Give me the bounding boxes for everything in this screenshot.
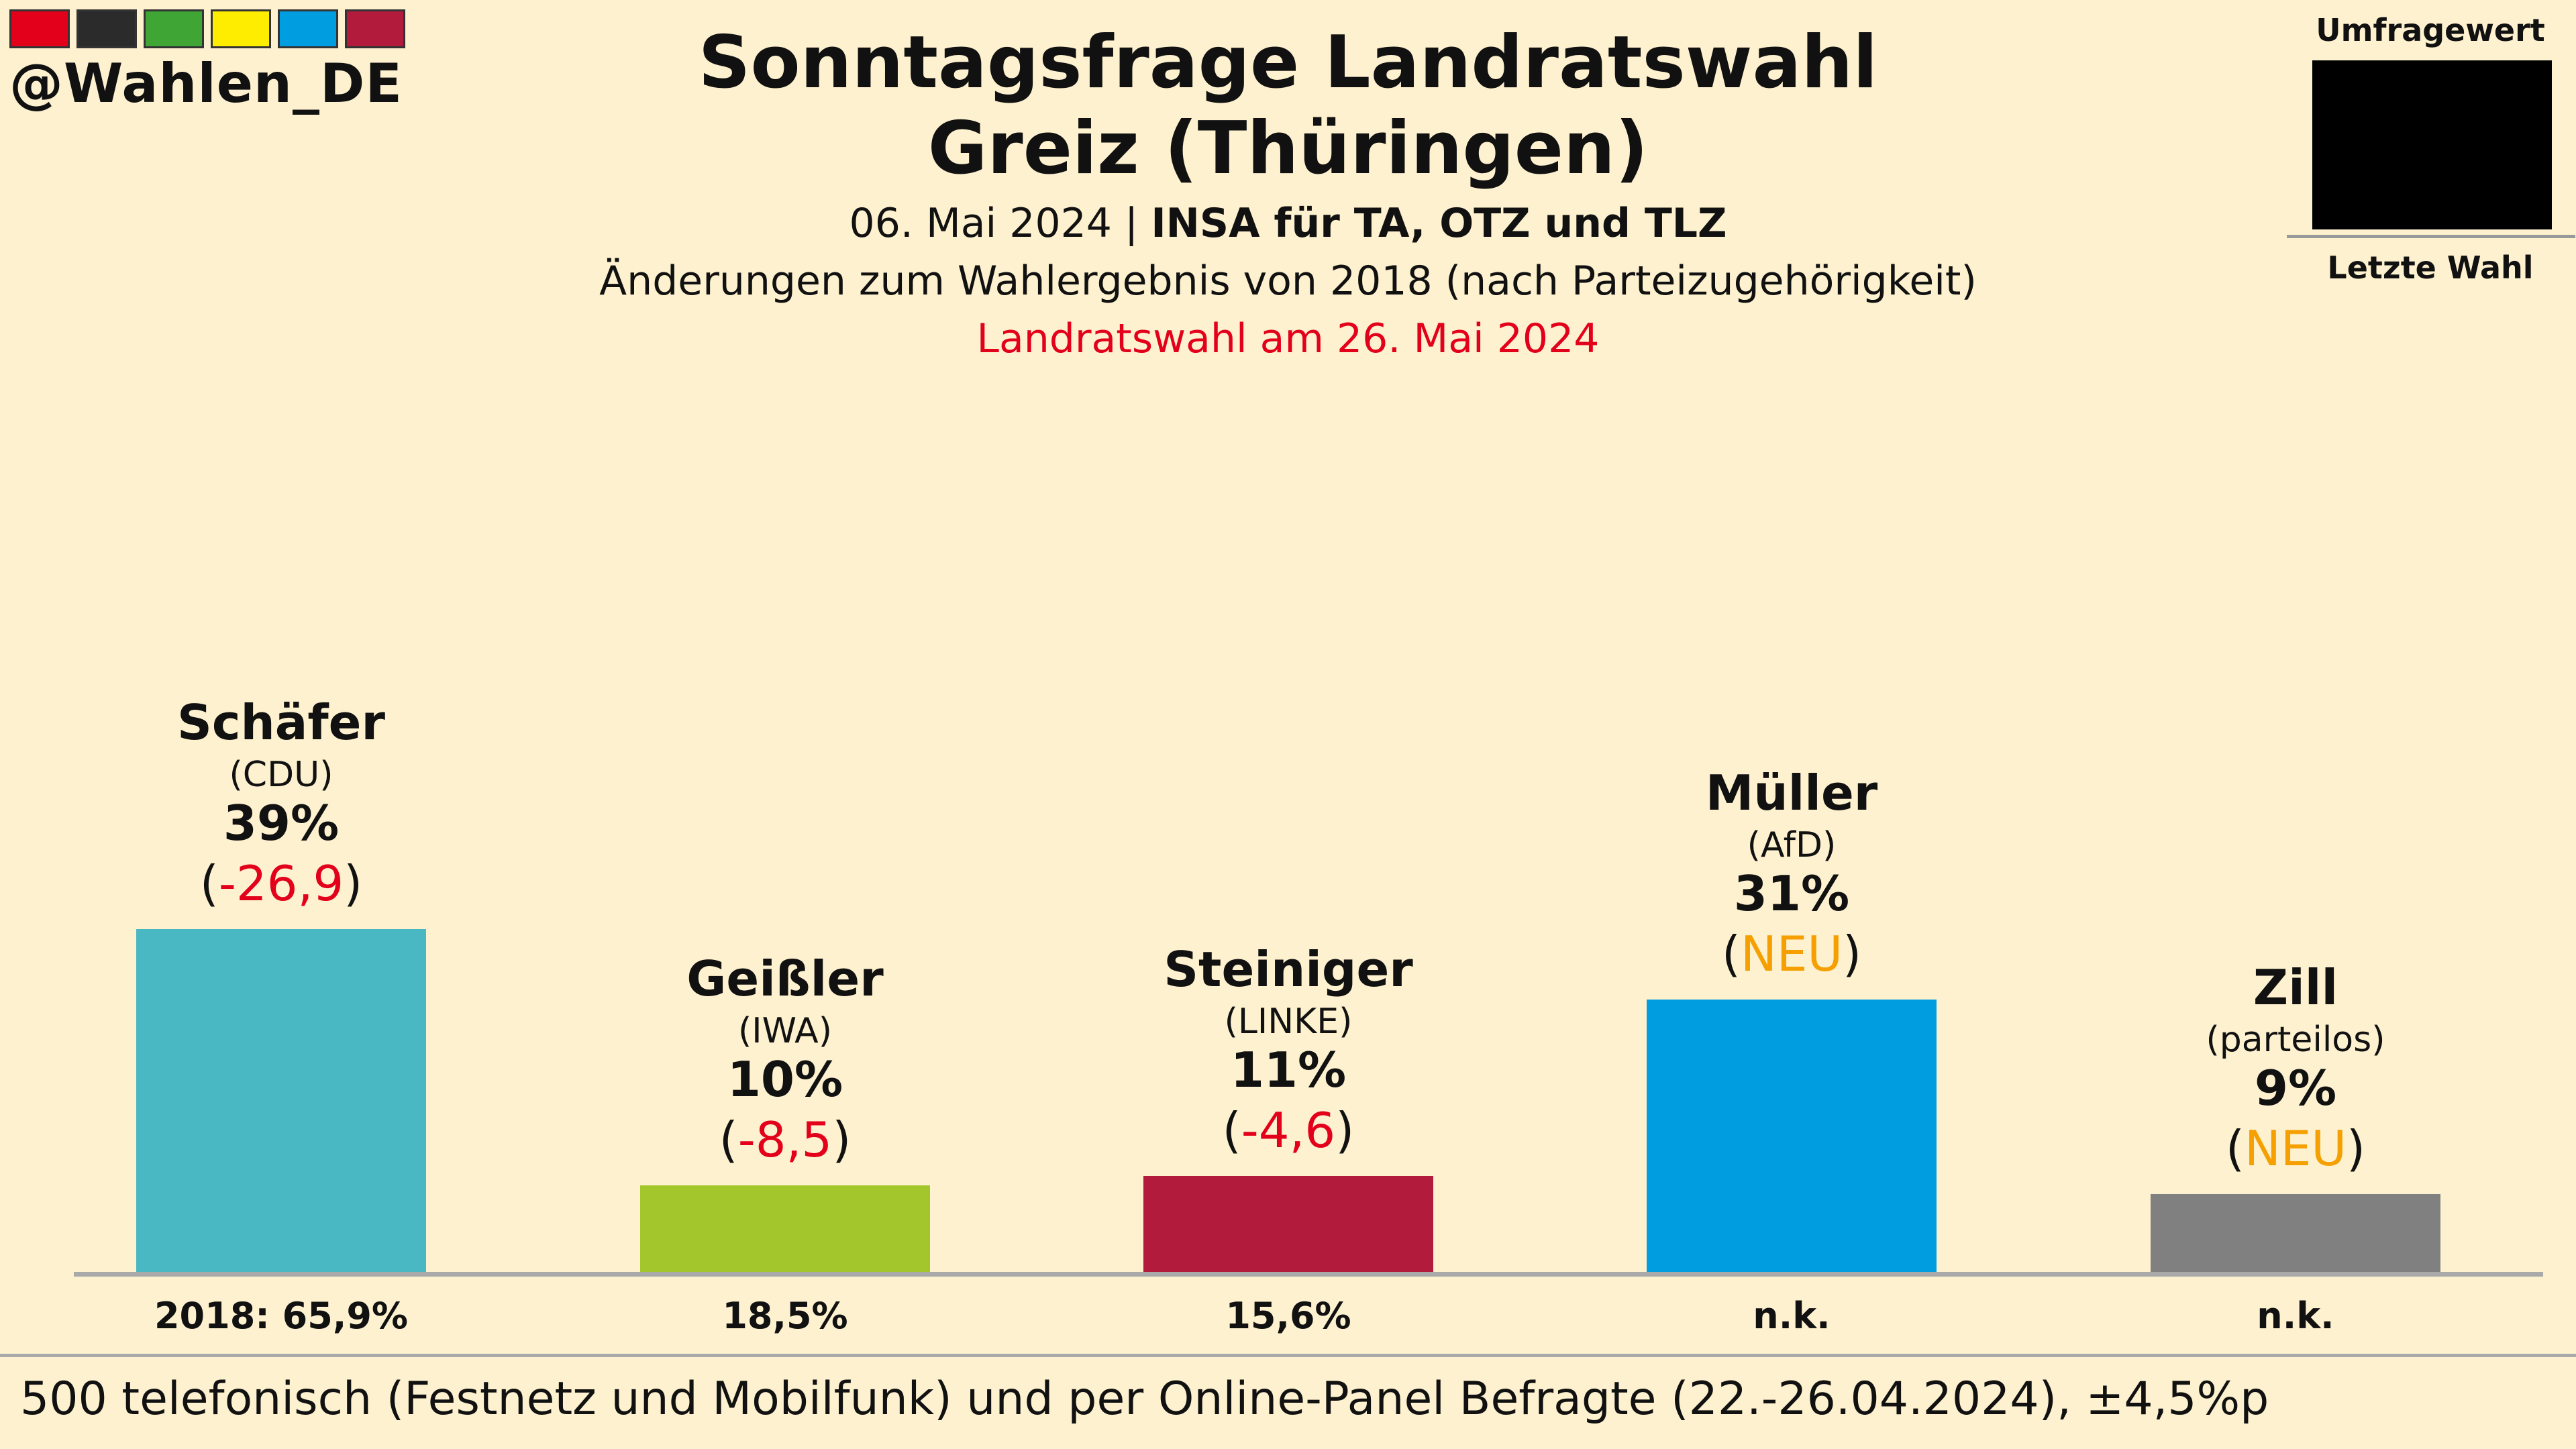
chart-title: Sonntagsfrage Landratswahl Greiz (Thürin… (0, 20, 2576, 192)
footer-divider (0, 1354, 2576, 1357)
methodology-note: 500 telefonisch (Festnetz und Mobilfunk)… (20, 1373, 2269, 1426)
flag-swatch (9, 9, 70, 48)
change-paren-open: ( (199, 855, 219, 912)
previous-result-label: 15,6% (1225, 1295, 1351, 1337)
previous-result-label: 2018: 65,9% (154, 1295, 409, 1337)
subtitle-date-institute: 06. Mai 2024 | INSA für TA, OTZ und TLZ (0, 200, 2576, 247)
change-label: (-4,6) (1087, 1102, 1490, 1159)
party-color-flags (9, 9, 405, 48)
change-value: -8,5 (737, 1111, 833, 1168)
title-line-1: Sonntagsfrage Landratswahl (698, 21, 1878, 105)
bar-schäfer (136, 929, 426, 1273)
change-paren-open: ( (1222, 1102, 1241, 1159)
bar-zill (2151, 1193, 2440, 1273)
change-value: -26,9 (218, 855, 344, 912)
change-value: -4,6 (1241, 1102, 1336, 1159)
subtitle-note: Änderungen zum Wahlergebnis von 2018 (na… (599, 258, 1977, 305)
election-date: Landratswahl am 26. Mai 2024 (976, 315, 1600, 362)
flag-swatch (278, 9, 338, 48)
twitter-handle: @Wahlen_DE (9, 52, 403, 115)
change-paren-close: ) (2347, 1120, 2366, 1177)
candidate-name: Zill (2253, 959, 2338, 1016)
change-label: (NEU) (2094, 1120, 2497, 1177)
bar-geißler (640, 1185, 930, 1273)
previous-result-label: 18,5% (722, 1295, 848, 1337)
candidate-name: Müller (1705, 765, 1878, 822)
bar-value-label: 31% (1733, 865, 1850, 922)
candidate-party: (parteilos) (2206, 1019, 2385, 1060)
flag-swatch (144, 9, 204, 48)
candidate-name: Steiniger (1164, 941, 1413, 998)
bar-müller (1647, 1000, 1937, 1273)
change-value: NEU (2244, 1120, 2347, 1177)
bar-value-label: 10% (727, 1051, 843, 1108)
change-paren-close: ) (1335, 1102, 1355, 1159)
change-paren-close: ) (344, 855, 363, 912)
poll-institute: INSA für TA, OTZ und TLZ (1151, 200, 1727, 247)
candidate-party: (IWA) (737, 1010, 833, 1051)
change-paren-open: ( (2225, 1120, 2245, 1177)
candidate-party: (AfD) (1747, 825, 1837, 866)
flag-swatch (211, 9, 271, 48)
change-paren-close: ) (1843, 926, 1862, 983)
candidate-party: (LINKE) (1224, 1002, 1353, 1042)
previous-result-label: n.k. (2257, 1295, 2334, 1337)
title-line-2: Greiz (Thüringen) (927, 107, 1649, 191)
change-paren-open: ( (1721, 926, 1741, 983)
change-label: (NEU) (1590, 926, 1993, 982)
x-axis-baseline (74, 1272, 2543, 1277)
poll-date: 06. Mai 2024 (849, 200, 1112, 247)
bar-value-label: 39% (223, 795, 340, 852)
candidate-name: Schäfer (176, 694, 386, 751)
flag-swatch (76, 9, 137, 48)
change-value: NEU (1740, 926, 1843, 983)
change-paren-close: ) (832, 1111, 852, 1168)
legend-last-election-label: Letzte Wahl (2327, 250, 2534, 286)
previous-result-label: n.k. (1753, 1295, 1831, 1337)
legend-poll-label: Umfragewert (2316, 12, 2545, 48)
bar-value-label: 11% (1230, 1042, 1347, 1099)
bar-steiniger (1143, 1176, 1433, 1273)
separator: | (1111, 200, 1151, 247)
flag-swatch (345, 9, 405, 48)
legend-divider (2287, 235, 2575, 238)
candidate-name: Geißler (686, 950, 884, 1007)
legend-swatch (2312, 60, 2552, 229)
change-paren-open: ( (719, 1111, 738, 1168)
change-label: (-26,9) (80, 855, 482, 912)
candidate-party: (CDU) (229, 755, 333, 796)
bar-value-label: 9% (2254, 1059, 2337, 1116)
change-label: (-8,5) (584, 1112, 986, 1168)
